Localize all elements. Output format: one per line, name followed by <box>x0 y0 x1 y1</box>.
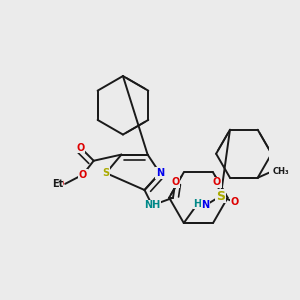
Text: Et: Et <box>52 179 63 189</box>
Text: O: O <box>230 197 239 207</box>
Text: NH: NH <box>144 200 160 210</box>
Text: H: H <box>194 199 202 209</box>
Text: O: O <box>79 169 87 180</box>
Text: S: S <box>216 190 225 202</box>
Text: S: S <box>102 168 110 178</box>
Text: O: O <box>56 179 64 189</box>
Text: CH₃: CH₃ <box>273 167 290 176</box>
Text: N: N <box>201 200 209 210</box>
Text: O: O <box>171 177 179 187</box>
Text: N: N <box>156 168 164 178</box>
Text: O: O <box>213 177 221 187</box>
Text: O: O <box>76 143 85 153</box>
